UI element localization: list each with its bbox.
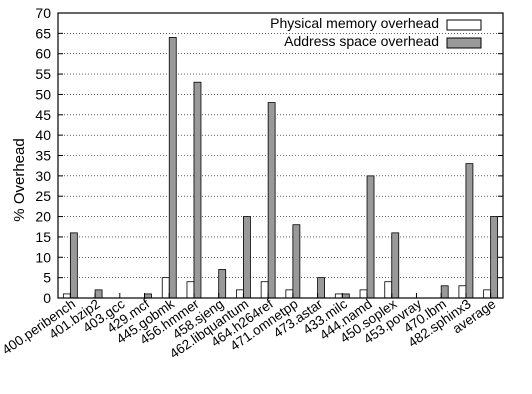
bar-address-space bbox=[317, 277, 325, 299]
bar-address-space bbox=[69, 232, 78, 299]
bar-physical-memory bbox=[161, 277, 170, 299]
y-tick-label: 0 bbox=[43, 290, 51, 306]
bar-address-space bbox=[490, 216, 499, 299]
grid-lines bbox=[58, 33, 503, 278]
bars bbox=[62, 37, 499, 299]
y-tick-label: 45 bbox=[35, 107, 51, 123]
bar-address-space bbox=[144, 293, 152, 299]
legend-swatch-address-space bbox=[446, 37, 482, 49]
y-tick-label: 70 bbox=[35, 5, 51, 21]
y-tick-label: 25 bbox=[35, 188, 51, 204]
bar-address-space bbox=[391, 232, 400, 299]
bar-address-space bbox=[243, 216, 251, 299]
legend-label-address-space: Address space overhead bbox=[284, 33, 439, 49]
x-axis-ticks: 400.peribench401.bzip2403.gcc429.mcf445.… bbox=[0, 293, 498, 361]
y-tick-label: 55 bbox=[35, 66, 51, 82]
y-tick-label: 5 bbox=[43, 270, 51, 286]
y-tick-label: 20 bbox=[35, 209, 51, 225]
bar-physical-memory bbox=[186, 281, 195, 299]
bar-physical-memory bbox=[260, 281, 269, 299]
legend-label-physical-memory: Physical memory overhead bbox=[270, 15, 439, 31]
y-tick-label: 50 bbox=[35, 86, 51, 102]
y-tick-label: 10 bbox=[35, 249, 51, 265]
y-axis-ticks: 0 5 10 15 20 25 30 35 40 45 50 55 60 65 70 bbox=[35, 5, 503, 306]
bar-address-space bbox=[341, 293, 350, 299]
bar-address-space bbox=[465, 163, 474, 299]
y-tick-label: 30 bbox=[35, 168, 51, 184]
y-tick-label: 40 bbox=[35, 127, 51, 143]
legend-swatch-physical-memory bbox=[446, 19, 482, 31]
bar-address-space bbox=[168, 37, 177, 299]
bar-address-space bbox=[440, 285, 449, 299]
legend: Physical memory overhead Address space o… bbox=[270, 15, 482, 49]
bar-physical-memory bbox=[384, 281, 393, 299]
bar-address-space bbox=[267, 102, 276, 299]
y-tick-label: 65 bbox=[35, 25, 51, 41]
bar-address-space bbox=[193, 81, 202, 299]
bar-address-space bbox=[366, 175, 375, 299]
bar-address-space bbox=[292, 224, 301, 299]
y-tick-label: 35 bbox=[35, 148, 51, 164]
y-tick-label: 15 bbox=[35, 229, 51, 245]
bar-address-space bbox=[218, 269, 227, 299]
y-axis-label: % Overhead bbox=[11, 138, 28, 221]
y-tick-label: 60 bbox=[35, 46, 51, 62]
bar-address-space bbox=[94, 289, 103, 299]
